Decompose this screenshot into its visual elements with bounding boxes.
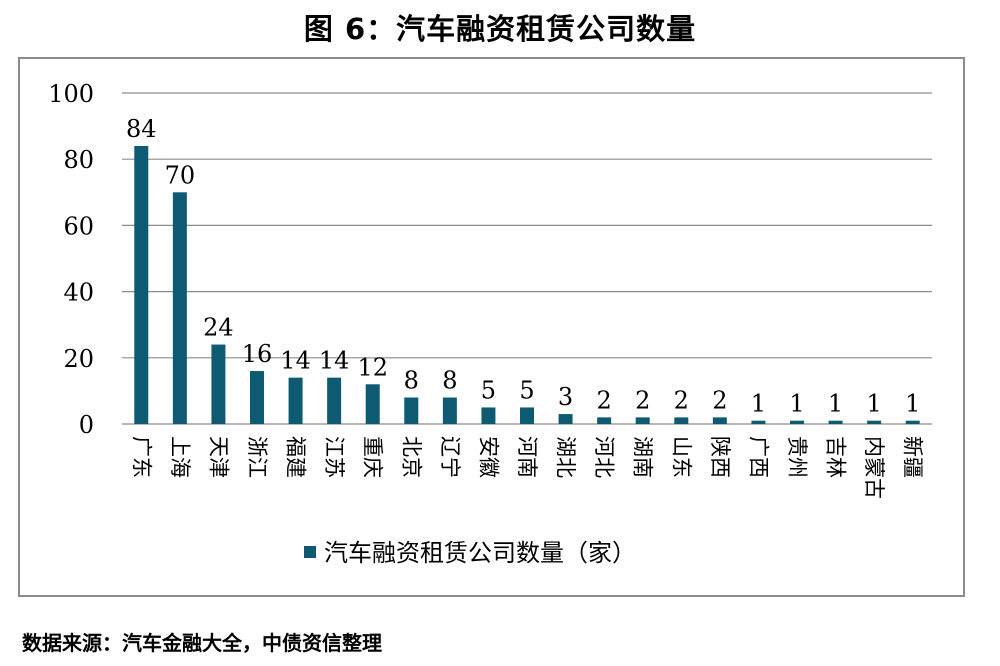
source-note: 数据来源：汽车金融大全，中债资信整理 (22, 631, 382, 655)
data-label: 2 (635, 386, 650, 414)
category-label: 上海 (168, 436, 192, 478)
y-tick-label: 60 (63, 212, 94, 240)
bar (712, 417, 727, 424)
bar (635, 417, 650, 424)
category-label: 吉林 (824, 436, 848, 478)
bar (288, 377, 303, 424)
category-label: 山东 (669, 436, 693, 478)
y-tick-label: 40 (63, 279, 94, 307)
y-tick-label: 20 (63, 345, 94, 373)
bar (327, 377, 342, 424)
legend: 汽车融资租赁公司数量（家） (304, 539, 636, 567)
bar (250, 371, 264, 424)
data-label: 8 (404, 367, 419, 395)
data-label: 5 (519, 376, 534, 404)
category-label: 北京 (399, 436, 423, 478)
category-label: 浙江 (245, 436, 269, 478)
data-label: 2 (712, 386, 727, 414)
y-tick-label: 80 (63, 146, 94, 174)
category-label: 河北 (592, 436, 616, 478)
bar (828, 420, 843, 424)
data-label: 3 (558, 383, 573, 411)
category-labels: 广东 上海 天津 浙江 福建 江苏 重庆 北京 辽宁 安徽 河南 湖北 河北 湖南 山东 陕西 广西 贵州 吉林 内蒙… (129, 436, 924, 499)
bar (867, 420, 882, 424)
bar (211, 344, 226, 424)
category-label: 贵州 (785, 436, 809, 478)
bar (558, 414, 573, 424)
data-label: 1 (905, 390, 920, 418)
bar (404, 397, 419, 424)
bar (134, 145, 149, 424)
category-label: 江苏 (322, 436, 346, 478)
category-label: 福建 (284, 436, 308, 478)
category-label: 陕西 (708, 436, 732, 478)
data-label: 24 (203, 314, 234, 342)
legend-label: 汽车融资租赁公司数量（家） (324, 539, 636, 567)
data-label: 8 (442, 367, 457, 395)
y-tick-label: 0 (79, 411, 94, 439)
category-label: 内蒙古 (862, 436, 886, 499)
gridlines (122, 92, 932, 425)
data-label: 12 (357, 353, 388, 381)
data-label: 16 (242, 340, 273, 368)
bar (172, 192, 187, 424)
category-label: 湖北 (554, 436, 578, 478)
category-label: 新疆 (901, 436, 925, 478)
legend-swatch (304, 546, 316, 558)
data-label: 5 (481, 376, 496, 404)
bar (674, 417, 689, 424)
bar (790, 420, 804, 424)
category-label: 广东 (129, 436, 153, 478)
data-label: 1 (867, 390, 882, 418)
bar (365, 384, 380, 424)
data-label: 2 (597, 386, 612, 414)
bar (520, 407, 534, 424)
category-label: 安徽 (476, 436, 500, 478)
category-label: 广西 (746, 436, 770, 478)
bar (442, 397, 457, 424)
data-label: 1 (751, 390, 766, 418)
data-label: 84 (126, 115, 157, 143)
bar (905, 420, 920, 424)
data-label: 1 (828, 390, 843, 418)
category-label: 湖南 (631, 436, 655, 478)
bar (751, 420, 766, 424)
bar (597, 417, 612, 424)
category-label: 辽宁 (438, 436, 462, 478)
bar (481, 407, 496, 424)
data-label: 2 (674, 386, 689, 414)
bars (134, 145, 920, 424)
figure-title: 图 6：汽车融资租赁公司数量 (303, 12, 697, 46)
data-label: 14 (280, 347, 311, 375)
y-tick-label: 100 (48, 80, 94, 108)
data-label: 14 (319, 347, 350, 375)
category-label: 重庆 (361, 436, 385, 478)
data-label: 1 (789, 390, 804, 418)
category-label: 天津 (206, 436, 230, 478)
category-label: 河南 (515, 436, 539, 478)
data-label: 70 (165, 161, 196, 189)
y-axis-ticks: 0 20 40 60 80 100 (48, 80, 94, 439)
